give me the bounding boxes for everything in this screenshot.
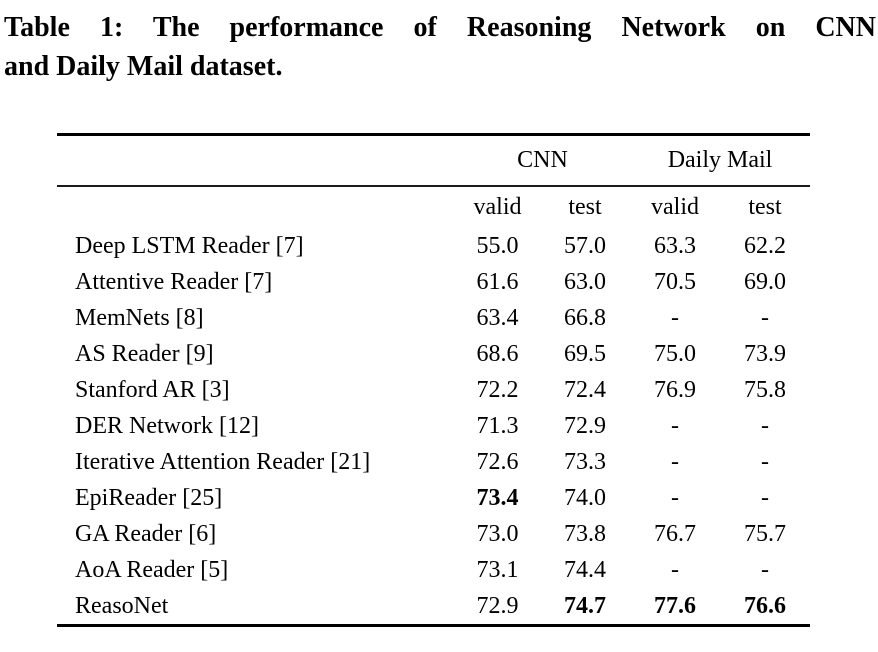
value-cell: -	[671, 412, 680, 439]
value-cell: 73.8	[564, 520, 606, 547]
sub-header-cnn-valid: valid	[473, 194, 522, 220]
table-caption: Table 1: The performance of Reasoning Ne…	[4, 8, 876, 86]
value-cell: 63.0	[564, 268, 606, 295]
value-cell: 69.5	[564, 340, 606, 367]
value-cell: 76.7	[654, 520, 697, 547]
value-cell: -	[761, 484, 770, 511]
model-name-cell: AoA Reader [5]	[75, 556, 229, 583]
results-table-wrapper: CNN Daily Mail valid test valid test Dee…	[57, 133, 811, 627]
value-cell: -	[761, 448, 770, 475]
model-name-cell: Deep LSTM Reader [7]	[75, 232, 304, 259]
value-cell: 57.0	[564, 232, 606, 259]
col-group-cnn: CNN	[455, 133, 631, 187]
value-cell: 69.0	[744, 268, 787, 295]
table-caption-line1: Table 1: The performance of Reasoning Ne…	[4, 12, 876, 43]
value-cell: 73.1	[476, 556, 519, 583]
value-cell: -	[761, 304, 770, 331]
value-cell: 71.3	[476, 412, 519, 439]
table-row: Attentive Reader [7] 61.6 63.0 70.5 69.0	[57, 264, 810, 300]
table-caption-line2: and Daily Mail dataset.	[4, 51, 283, 82]
value-cell: -	[671, 484, 680, 511]
sub-header-dm-valid: valid	[651, 194, 700, 220]
table-row: MemNets [8] 63.4 66.8 - -	[57, 300, 810, 336]
value-cell: 72.2	[476, 376, 519, 403]
model-name-cell: ReasoNet	[57, 588, 455, 627]
value-cell: 55.0	[476, 232, 519, 259]
group-header-spacer	[57, 133, 455, 187]
value-cell: 72.4	[564, 376, 606, 403]
model-name-cell: GA Reader [6]	[75, 520, 217, 547]
model-name-cell: EpiReader [25]	[75, 484, 223, 511]
model-name-cell: DER Network [12]	[75, 412, 259, 439]
value-cell: 74.0	[564, 484, 606, 511]
sub-header-dm-test: test	[748, 194, 782, 220]
value-cell: 66.8	[564, 304, 606, 331]
value-cell: 74.4	[564, 556, 606, 583]
value-cell: -	[761, 412, 770, 439]
value-cell: 62.2	[744, 232, 787, 259]
value-cell: 73.3	[564, 448, 606, 475]
model-name-cell: MemNets [8]	[75, 304, 204, 331]
value-cell: 75.8	[744, 376, 787, 403]
sub-header-spacer	[57, 186, 455, 228]
model-name-cell: AS Reader [9]	[75, 340, 214, 367]
value-cell: 63.3	[654, 232, 697, 259]
value-cell: 72.9	[455, 588, 540, 627]
value-cell: -	[671, 556, 680, 583]
value-cell: 77.6	[630, 588, 721, 627]
value-cell: -	[671, 304, 680, 331]
results-table-body: Deep LSTM Reader [7] 55.0 57.0 63.3 62.2 Atte…	[57, 228, 811, 627]
results-table: CNN Daily Mail valid test valid test Dee…	[57, 133, 811, 627]
value-cell: 73.4	[476, 484, 519, 511]
table-row: Deep LSTM Reader [7] 55.0 57.0 63.3 62.2	[57, 228, 810, 264]
value-cell: 73.9	[744, 340, 787, 367]
value-cell: 70.5	[654, 268, 697, 295]
table-row: ReasoNet 72.9 74.7 77.6 76.6	[57, 588, 811, 627]
column-group-header-row: CNN Daily Mail	[57, 133, 811, 187]
table-row: GA Reader [6] 73.0 73.8 76.7 75.7	[57, 516, 810, 552]
value-cell: 72.6	[476, 448, 519, 475]
sub-header-cnn-test: test	[568, 194, 602, 220]
value-cell: 68.6	[476, 340, 519, 367]
table-row: Stanford AR [3] 72.2 72.4 76.9 75.8	[57, 372, 810, 408]
value-cell: 76.6	[720, 588, 811, 627]
value-cell: 74.7	[540, 588, 631, 627]
table-row: AS Reader [9] 68.6 69.5 75.0 73.9	[57, 336, 810, 372]
value-cell: 75.7	[744, 520, 787, 547]
model-name-cell: Attentive Reader [7]	[75, 268, 273, 295]
col-group-daily-mail: Daily Mail	[630, 133, 811, 187]
table-row: EpiReader [25] 73.4 74.0 - -	[57, 480, 810, 516]
table-row: DER Network [12] 71.3 72.9 - -	[57, 408, 810, 444]
value-cell: 63.4	[476, 304, 519, 331]
value-cell: 72.9	[564, 412, 606, 439]
value-cell: 61.6	[476, 268, 519, 295]
table-row: AoA Reader [5] 73.1 74.4 - -	[57, 552, 810, 588]
value-cell: 76.9	[654, 376, 697, 403]
table-row: Iterative Attention Reader [21] 72.6 73.3 -…	[57, 444, 810, 480]
value-cell: -	[761, 556, 770, 583]
model-name-cell: Iterative Attention Reader [21]	[75, 448, 371, 475]
sub-header-row: valid test valid test	[57, 186, 810, 228]
value-cell: -	[671, 448, 680, 475]
value-cell: 73.0	[476, 520, 519, 547]
value-cell: 75.0	[654, 340, 697, 367]
model-name-cell: Stanford AR [3]	[75, 376, 230, 403]
